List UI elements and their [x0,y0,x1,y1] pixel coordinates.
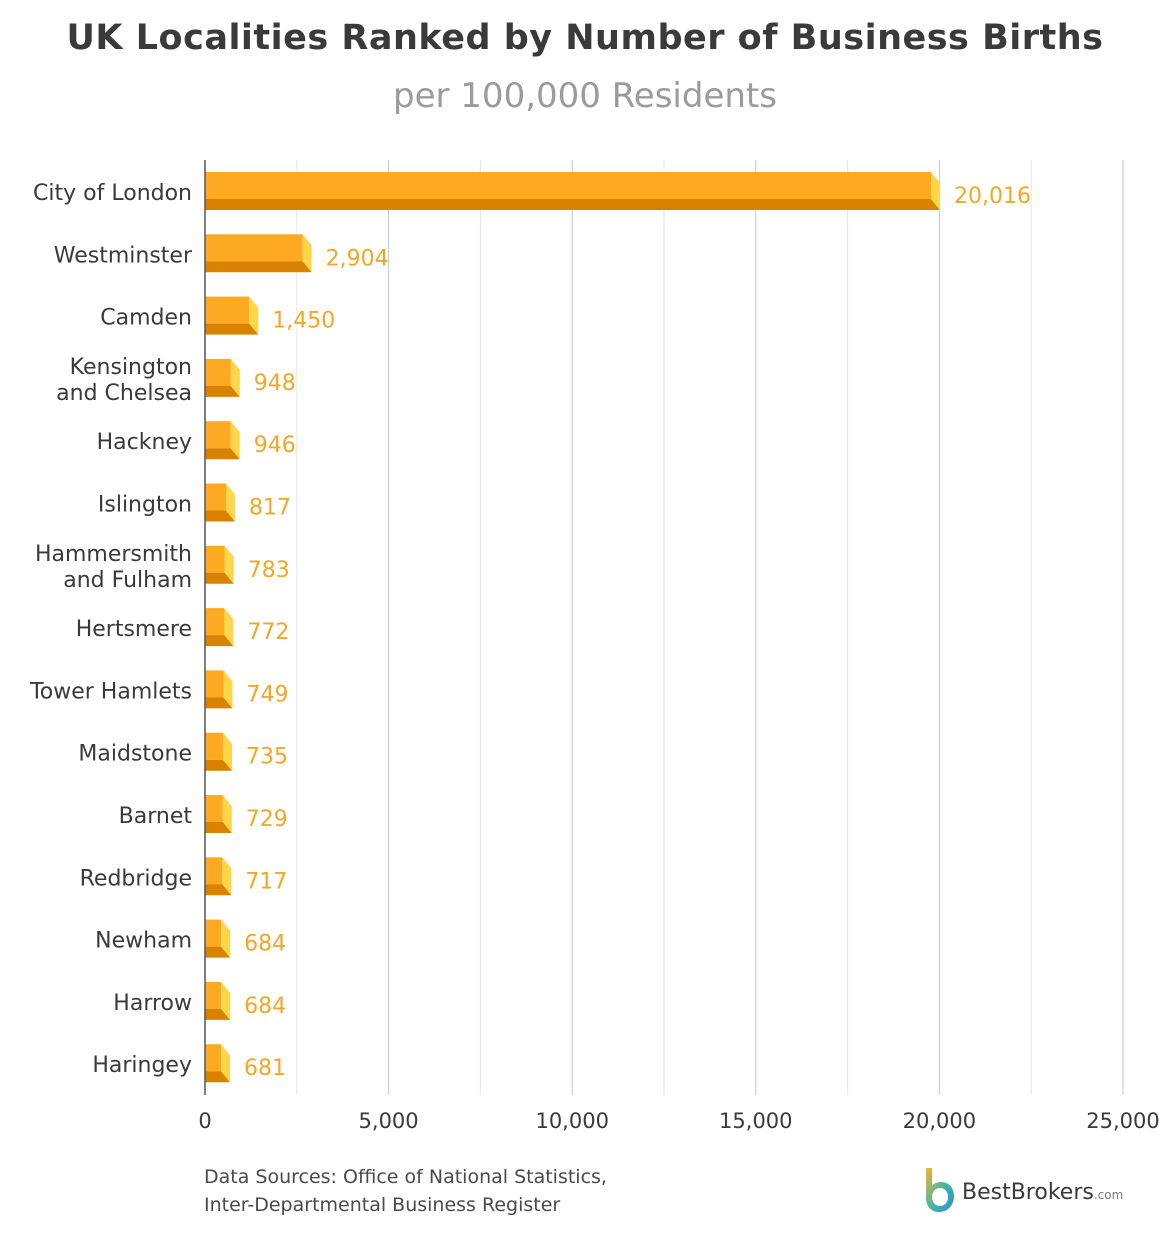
bar-side [230,421,240,460]
value-label: 1,450 [272,309,335,334]
category-label: Hertsmere [76,617,192,642]
bar-side [930,172,940,210]
brand-suffix: .com [1093,1188,1124,1202]
category-label: Maidstone [78,742,192,767]
bar-face [205,172,931,199]
bar-bottom [205,759,232,771]
value-label: 717 [245,869,287,894]
bar-side [221,1044,231,1083]
bar-face [205,483,227,511]
bar-face [205,296,250,324]
bar-face [205,981,222,1009]
bar-face [205,919,222,947]
brand-logo: BestBrokers.com [922,1166,1152,1216]
bar-chart: 0 5,000 10,000 15,000 20,000 25,000 20,016 City… [29,160,1160,1133]
bar-side [224,545,234,584]
bar-bottom [205,510,236,522]
data-source-line-1: Data Sources: Office of National Statist… [204,1166,607,1188]
category-label: Redbridge [80,866,192,891]
data-source-note: Data Sources: Office of National Statist… [204,1163,607,1219]
chart-title: UK Localities Ranked by Number of Busine… [66,18,1104,58]
x-tick-label: 20,000 [903,1109,976,1133]
bar-bottom [205,323,259,335]
bar-face [205,545,225,573]
bar-bottom [205,385,240,397]
bar-bottom [205,697,233,709]
x-tick-label: 15,000 [719,1109,792,1133]
bar-side [302,234,312,273]
bar-face [205,1044,222,1072]
value-label: 817 [249,496,291,521]
bar-side [222,732,232,771]
bar-side [230,358,240,397]
category-label: and Fulham [63,568,192,593]
bar-side [224,608,234,647]
bar-face [205,670,224,698]
category-label: Hackney [97,430,192,455]
value-label: 681 [244,1056,286,1081]
data-source-line-2: Inter-Departmental Business Register [204,1194,561,1216]
bar-side [222,857,232,896]
brand-wordmark: BestBrokers.com [962,1180,1123,1205]
bar-bottom [205,822,232,833]
bar-side [221,981,231,1020]
x-tick-label: 5,000 [359,1109,419,1133]
bar-face [205,234,303,262]
bar-face [205,732,223,760]
value-label: 749 [247,682,289,707]
category-label: Camden [100,306,192,331]
bar-face [205,857,223,885]
chart-subtitle: per 100,000 Residents [393,76,777,116]
category-label: Newham [95,929,192,954]
bar-face [205,795,223,822]
category-label: and Chelsea [56,381,192,406]
category-label: Westminster [54,243,193,268]
x-tick-label: 10,000 [535,1109,608,1133]
bar-side [221,919,231,958]
category-label: Barnet [119,804,193,829]
value-label: 946 [254,433,296,458]
bar-face [205,358,231,386]
value-label: 2,904 [326,246,389,271]
bar-bottom [205,1071,231,1083]
bar-side [223,670,233,709]
bestbrokers-logo-icon [926,1168,954,1212]
value-label: 948 [254,371,296,396]
brand-name: BestBrokers [962,1180,1094,1205]
x-tick-label: 25,000 [1086,1109,1159,1133]
bar-side [226,483,236,522]
value-label: 783 [248,558,290,583]
bar-side [249,296,259,335]
category-label: Tower Hamlets [29,679,192,704]
category-label: Islington [98,493,192,518]
value-label: 772 [247,620,289,645]
value-label: 729 [246,807,288,832]
value-label: 684 [244,932,286,957]
bar-bottom [205,635,234,647]
category-label: Hammersmith [35,542,192,567]
value-label: 735 [246,745,288,770]
value-label: 20,016 [954,184,1031,209]
bar-bottom [205,448,240,460]
category-label: Harrow [113,991,192,1016]
bar-bottom [205,946,231,958]
bar-bottom [205,1008,231,1020]
category-label: City of London [33,181,192,206]
bar-face [205,421,231,449]
value-label: 684 [244,994,286,1019]
bar-bottom [205,261,312,273]
category-label: Kensington [70,355,192,380]
bar-bottom [205,572,234,584]
category-label: Haringey [92,1053,192,1078]
bar-side [222,795,232,833]
x-tick-label: 0 [198,1109,211,1133]
bar-bottom [205,884,232,896]
bar-bottom [205,199,940,210]
bar-face [205,608,225,636]
